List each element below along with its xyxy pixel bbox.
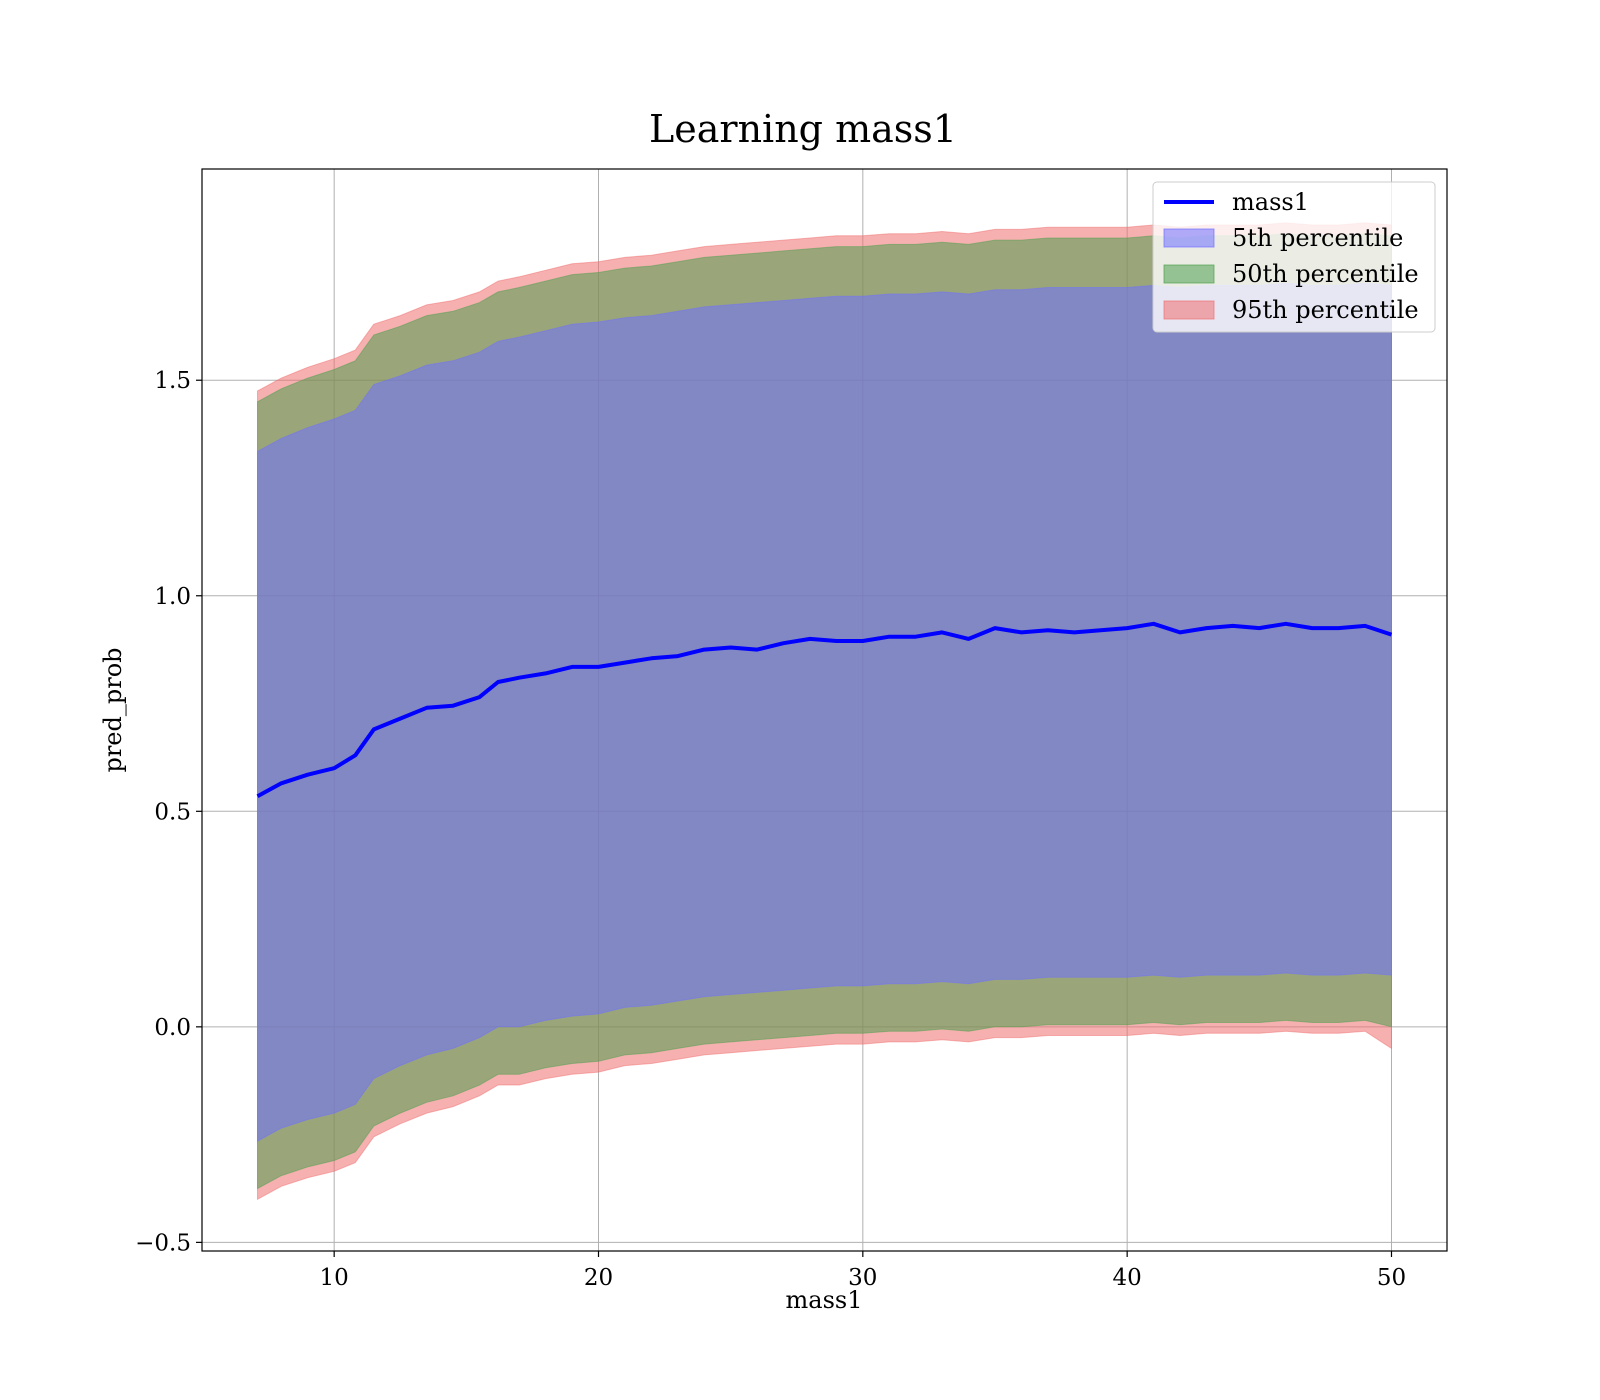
legend-label-50th-percentile: 50th percentile: [1232, 260, 1419, 288]
legend-label-5th-percentile: 5th percentile: [1232, 224, 1403, 252]
series-lines: [256, 621, 1393, 798]
y-axis-label: pred_prob: [99, 647, 127, 772]
legend-swatch-50th-percentile: [1163, 264, 1215, 284]
x-tick-label: 30: [848, 1265, 877, 1291]
line-mass1: [256, 621, 1393, 798]
x-axis-label: mass1: [786, 1286, 863, 1314]
x-tick-label: 10: [320, 1265, 349, 1291]
legend-label-mass1: mass1: [1232, 188, 1309, 216]
x-axis: 10 20 30 40 50: [320, 1251, 1406, 1291]
percentile-bands: [257, 222, 1392, 1201]
chart-title: Learning mass1: [649, 107, 957, 151]
plot-frame: [201, 168, 1448, 1252]
legend: mass1 5th percentile 50th percentile 95th p…: [1152, 181, 1436, 333]
y-axis: −0.5 0.0 0.5 1.0 1.5: [135, 368, 202, 1256]
legend-swatch-95th-percentile: [1163, 300, 1215, 320]
legend-swatch-5th-percentile: [1163, 228, 1215, 248]
y-tick-label: 1.0: [154, 584, 191, 610]
legend-box: [1152, 181, 1436, 333]
y-tick-label: 1.5: [154, 368, 191, 394]
x-tick-label: 20: [584, 1265, 613, 1291]
y-tick-label: 0.5: [154, 799, 191, 825]
x-tick-label: 40: [1113, 1265, 1142, 1291]
y-tick-label: −0.5: [135, 1230, 191, 1256]
x-tick-label: 50: [1377, 1265, 1406, 1291]
legend-label-95th-percentile: 95th percentile: [1232, 296, 1419, 324]
y-tick-label: 0.0: [154, 1015, 191, 1041]
band-5th-percentile: [257, 282, 1392, 1142]
